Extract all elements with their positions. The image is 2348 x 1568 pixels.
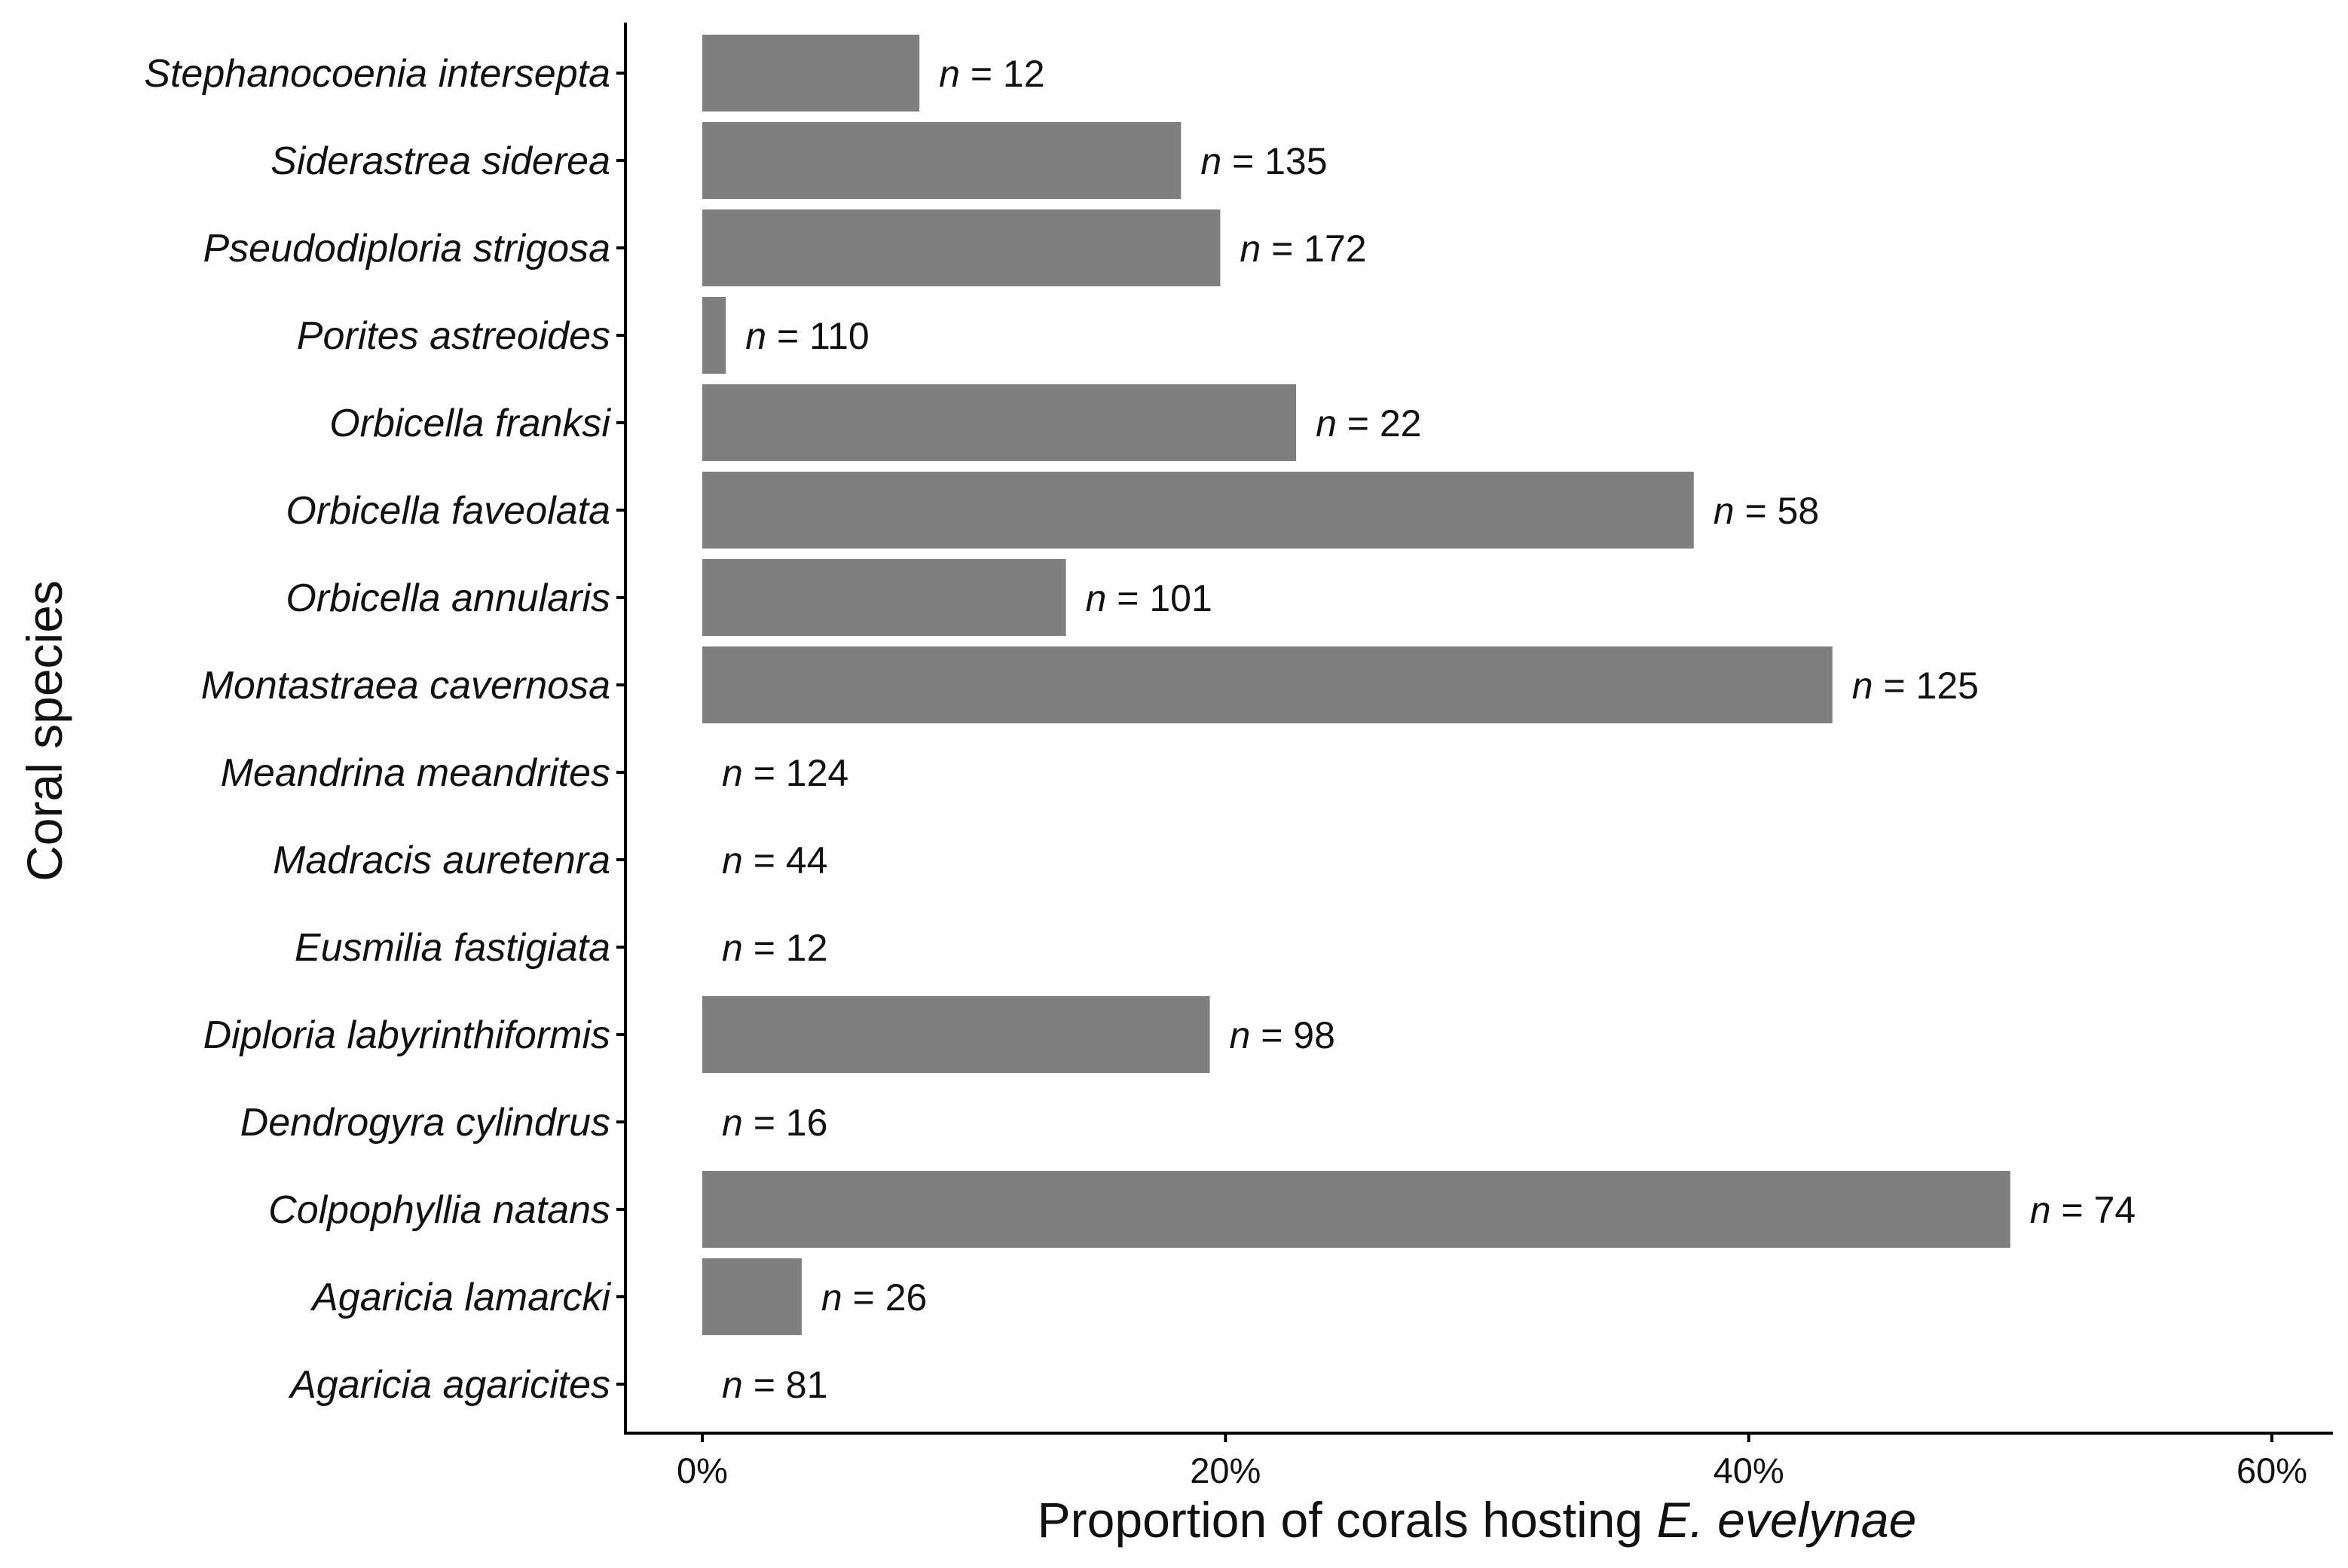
category-label: Agaricia agaricites bbox=[288, 1363, 610, 1407]
data-label: n = 16 bbox=[722, 1102, 827, 1144]
x-axis-title: Proportion of corals hosting E. evelynae bbox=[1038, 1492, 1917, 1548]
x-tick-label: 0% bbox=[677, 1450, 728, 1490]
axes-layer bbox=[624, 23, 2333, 1435]
data-label: n = 172 bbox=[1240, 228, 1366, 270]
category-label: Siderastrea siderea bbox=[271, 139, 610, 183]
category-label: Agaricia lamarcki bbox=[310, 1276, 611, 1319]
category-label: Orbicella faveolata bbox=[286, 489, 610, 533]
data-label: n = 125 bbox=[1852, 665, 1979, 707]
bar bbox=[702, 996, 1210, 1073]
data-label: n = 44 bbox=[722, 839, 827, 882]
category-label: Orbicella annularis bbox=[286, 576, 610, 620]
data-label: n = 81 bbox=[722, 1364, 827, 1406]
bar bbox=[702, 35, 920, 112]
x-tick-label: 60% bbox=[2236, 1450, 2307, 1490]
category-label: Pseudodiploria strigosa bbox=[203, 227, 610, 271]
bar bbox=[702, 1258, 802, 1335]
x-axis-title-text: Proportion of corals hosting bbox=[1038, 1492, 1657, 1548]
data-label: n = 101 bbox=[1086, 577, 1212, 619]
category-label: Colpophyllia natans bbox=[268, 1188, 610, 1232]
data-label: n = 26 bbox=[821, 1276, 927, 1319]
data-label: n = 12 bbox=[939, 53, 1044, 95]
category-label: Porites astreoides bbox=[297, 314, 610, 358]
bar bbox=[702, 646, 1833, 723]
x-axis-title-species: E. evelynae bbox=[1656, 1492, 1916, 1548]
category-label: Madracis auretenra bbox=[273, 839, 610, 882]
bar bbox=[702, 297, 726, 374]
category-label: Eusmilia fastigiata bbox=[295, 926, 610, 970]
bar bbox=[702, 1171, 2010, 1248]
bar bbox=[702, 209, 1221, 286]
data-label: n = 110 bbox=[745, 315, 870, 357]
y-axis-title: Coral species bbox=[17, 580, 72, 882]
labels-layer: Stephanocoenia intersepta n = 12 Siderastr… bbox=[144, 52, 2136, 1407]
x-tick-label: 20% bbox=[1190, 1450, 1261, 1490]
data-label: n = 58 bbox=[1714, 490, 1819, 532]
data-label: n = 124 bbox=[722, 752, 848, 794]
data-label: n = 98 bbox=[1230, 1014, 1335, 1056]
category-label: Stephanocoenia intersepta bbox=[144, 52, 610, 96]
category-label: Montastraea cavernosa bbox=[201, 664, 610, 708]
x-tick-label: 40% bbox=[1714, 1450, 1784, 1490]
category-label: Meandrina meandrites bbox=[221, 751, 610, 795]
data-label: n = 135 bbox=[1200, 140, 1327, 182]
data-label: n = 12 bbox=[722, 927, 827, 969]
bar bbox=[702, 472, 1694, 549]
ticks-layer: 0% 20% 40% 60% bbox=[616, 72, 2307, 1490]
data-label: n = 22 bbox=[1316, 402, 1421, 445]
bar bbox=[702, 384, 1297, 461]
category-label: Orbicella franksi bbox=[329, 402, 611, 445]
category-label: Diploria labyrinthiformis bbox=[203, 1013, 610, 1057]
bar bbox=[702, 122, 1182, 199]
bars-layer bbox=[702, 35, 2010, 1335]
bar bbox=[702, 559, 1066, 636]
category-label: Dendrogyra cylindrus bbox=[240, 1101, 610, 1145]
data-label: n = 74 bbox=[2030, 1189, 2136, 1231]
